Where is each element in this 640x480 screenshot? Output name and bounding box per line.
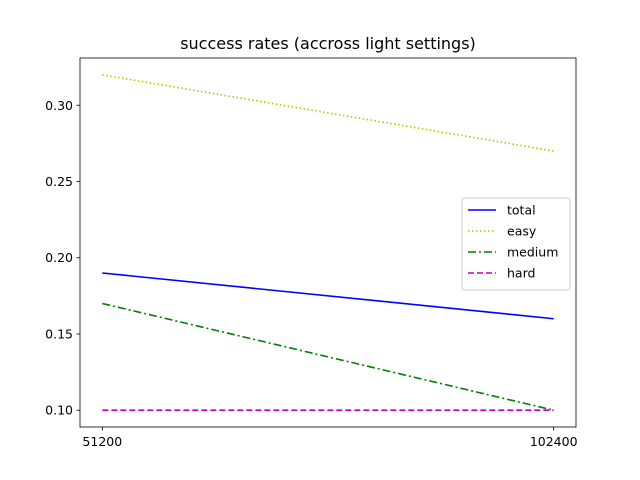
y-tick-label: 0.15 [45,326,73,341]
legend-label-medium: medium [507,245,558,260]
series-line-easy [102,73,554,152]
y-tick-label: 0.10 [45,403,73,418]
y-tick-label: 0.20 [45,250,73,265]
legend-label-hard: hard [507,266,535,281]
series-line-total [102,272,554,320]
y-tick-label: 0.30 [45,98,73,113]
axes-frame [79,57,577,428]
series-line-medium [102,302,554,412]
x-tick-label: 51200 [82,434,122,449]
x-tick-label: 102400 [530,434,578,449]
legend-label-total: total [507,203,536,218]
chart-title: success rates (accross light settings) [180,34,476,53]
plot-area: 51200 102400 0.10 0.15 0.20 0.25 0.30 [45,57,578,449]
legend-box [461,197,571,291]
legend-label-easy: easy [507,224,537,239]
y-tick-label: 0.25 [45,174,73,189]
legend: total easy medium hard [461,197,571,291]
